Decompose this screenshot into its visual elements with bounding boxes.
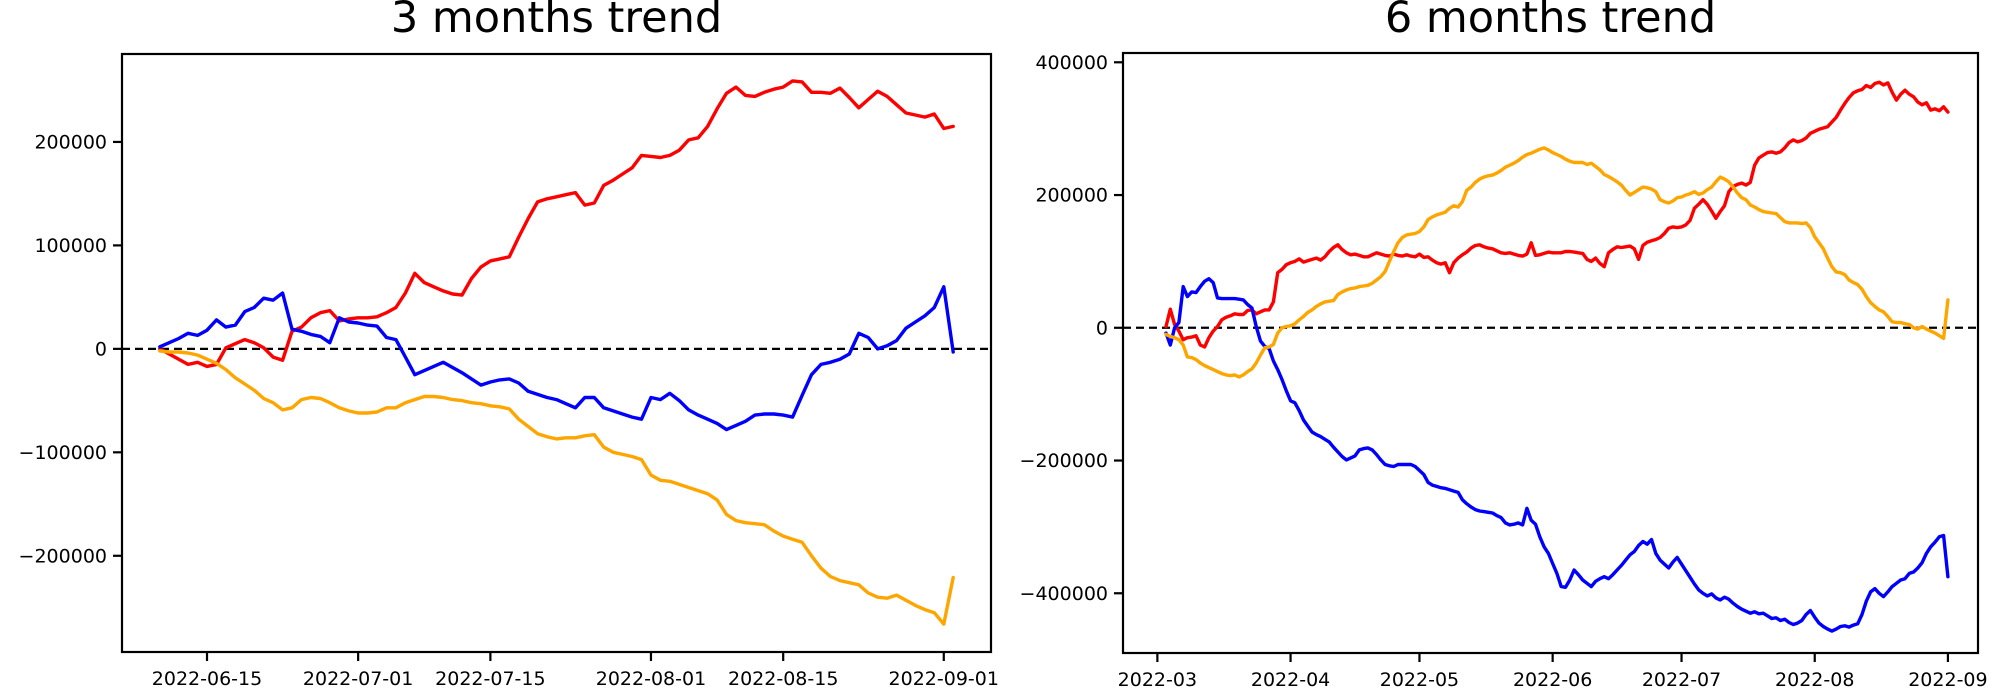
y-tick-label: 400000 <box>1035 52 1108 74</box>
chart-title-6-months: 6 months trend <box>1384 0 1717 43</box>
chart-title-3-months: 3 months trend <box>390 0 723 43</box>
y-tick-label: 200000 <box>1035 185 1108 207</box>
series-line-red <box>158 79 955 369</box>
y-tick-label: −200000 <box>1020 450 1108 472</box>
y-tick-label: −400000 <box>1020 583 1108 605</box>
y-tick-label: 0 <box>95 339 107 361</box>
axes-frame <box>120 52 993 654</box>
series-line-orange <box>158 349 955 626</box>
x-tick-label: 2022-08-01 <box>596 668 706 690</box>
y-tick-label: −100000 <box>19 442 107 464</box>
x-tick-label: 2022-09 <box>1908 669 1987 691</box>
x-tick-label: 2022-06 <box>1513 669 1592 691</box>
x-tick-label: 2022-07-15 <box>435 668 545 690</box>
x-tick-label: 2022-07 <box>1642 669 1721 691</box>
y-tick-label: −200000 <box>19 545 107 567</box>
x-tick-label: 2022-09-01 <box>889 668 999 690</box>
axes-frame <box>1121 51 1980 655</box>
series-line-red <box>1164 80 1950 349</box>
y-tick-label: 0 <box>1096 317 1108 339</box>
x-tick-label: 2022-03 <box>1118 669 1197 691</box>
x-tick-label: 2022-07-01 <box>303 668 413 690</box>
x-tick-label: 2022-06-15 <box>152 668 262 690</box>
y-tick-label: 200000 <box>34 132 107 154</box>
x-tick-label: 2022-05 <box>1380 669 1459 691</box>
x-tick-label: 2022-08-15 <box>728 668 838 690</box>
series-line-blue <box>158 285 955 432</box>
y-tick-label: 100000 <box>34 235 107 257</box>
x-tick-label: 2022-04 <box>1251 669 1330 691</box>
series-line-orange <box>1164 146 1950 379</box>
series-line-blue <box>1164 277 1950 633</box>
x-tick-label: 2022-08 <box>1775 669 1854 691</box>
